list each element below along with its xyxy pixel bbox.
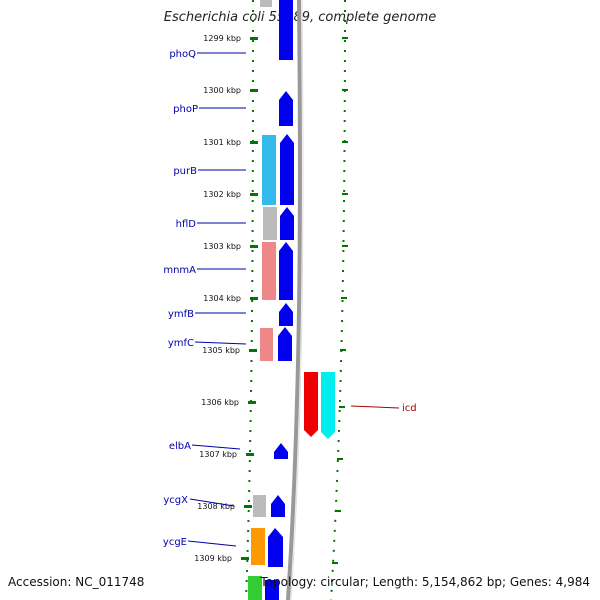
- gene-label-ycgX[interactable]: ycgX: [163, 495, 188, 506]
- tick-1299: 1299 kbp: [203, 34, 241, 43]
- label-leaders: [187, 52, 400, 547]
- tick-1307: 1307 kbp: [199, 450, 237, 459]
- tick-1303: 1303 kbp: [203, 242, 241, 251]
- cog-ring: [248, 0, 277, 600]
- gene-label-icd[interactable]: icd: [402, 403, 417, 414]
- genome-summary-text: Topology: circular; Length: 5,154,862 bp…: [260, 575, 590, 589]
- tick-1306: 1306 kbp: [201, 398, 239, 407]
- tick-1305: 1305 kbp: [202, 346, 240, 355]
- cds-ring: [265, 0, 294, 600]
- gene-label-purB[interactable]: purB: [173, 166, 197, 177]
- outer-dotted-ring: [330, 0, 346, 600]
- gene-label-elbA[interactable]: elbA: [169, 441, 191, 452]
- gene-labels: phoQ phoP purB hflD mnmA ymfB ymfC icd e…: [163, 49, 417, 548]
- gene-label-ymfC[interactable]: ymfC: [168, 338, 194, 349]
- tick-1304: 1304 kbp: [203, 294, 241, 303]
- tick-1309: 1309 kbp: [194, 554, 232, 563]
- tick-1301: 1301 kbp: [203, 138, 241, 147]
- tick-1308: 1308 kbp: [197, 502, 235, 511]
- gene-label-mnmA[interactable]: mnmA: [163, 265, 196, 276]
- icd-feature: [304, 372, 335, 439]
- gene-label-phoP[interactable]: phoP: [173, 104, 198, 115]
- tick-1302: 1302 kbp: [203, 190, 241, 199]
- gene-label-hflD[interactable]: hflD: [176, 219, 197, 230]
- tick-1300: 1300 kbp: [203, 86, 241, 95]
- accession-text: Accession: NC_011748: [8, 575, 145, 589]
- gene-label-ymfB[interactable]: ymfB: [168, 309, 194, 320]
- gene-label-ycgE[interactable]: ycgE: [163, 537, 187, 548]
- scale-ticks: 1299 kbp 1300 kbp 1301 kbp 1302 kbp 1303…: [194, 34, 348, 564]
- gene-label-phoQ[interactable]: phoQ: [169, 49, 196, 60]
- backbone-ring: [286, 0, 304, 600]
